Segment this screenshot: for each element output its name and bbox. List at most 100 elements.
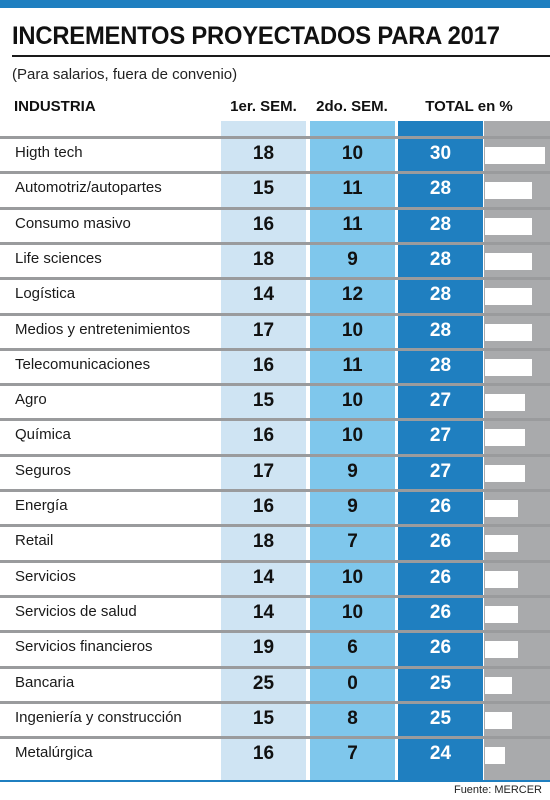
total-value: 28 (429, 284, 452, 306)
sem2-value: 10 (341, 425, 364, 447)
total-bar (485, 429, 525, 447)
row-divider (0, 206, 550, 210)
table-row: Medios y entretenimientos 17 10 28 (0, 312, 550, 348)
sem2-value: 11 (342, 178, 363, 200)
row-divider (0, 630, 550, 634)
total-value: 27 (429, 460, 452, 482)
sem2-value: 6 (347, 637, 358, 659)
sem1-value: 15 (252, 178, 275, 200)
industry-label: Life sciences (15, 249, 102, 267)
row-divider (0, 489, 550, 492)
total-value: 30 (429, 143, 452, 164)
sem2-column-band (310, 121, 395, 780)
table-row: Life sciences 18 9 28 (0, 241, 550, 277)
sem2-value: 8 (347, 707, 358, 729)
total-bar (485, 747, 505, 765)
total-value: 26 (429, 496, 452, 517)
row-divider (0, 736, 550, 740)
sem1-value: 16 (252, 496, 275, 517)
sem1-value: 14 (252, 566, 275, 588)
sem2-value: 7 (347, 531, 358, 553)
table-row: Automotriz/autopartes 15 11 28 (0, 171, 550, 206)
industry-label: Energía (15, 497, 68, 514)
sem2-value: 10 (341, 143, 364, 164)
table-row: Química 16 10 27 (0, 418, 550, 453)
row-divider (0, 277, 550, 281)
total-value: 26 (429, 566, 452, 588)
total-bar (485, 641, 519, 659)
total-bar (485, 358, 532, 376)
table-row: Energía 16 9 26 (0, 489, 550, 524)
total-value: 26 (429, 601, 452, 623)
sem2-value: 9 (347, 248, 358, 270)
sem1-value: 16 (252, 743, 275, 765)
row-divider (0, 594, 550, 598)
total-bar (485, 605, 519, 623)
sem1-value: 17 (252, 460, 275, 482)
chart-subtitle: (Para salarios, fuera de convenio) (12, 66, 238, 83)
row-divider (0, 383, 550, 387)
row-divider (0, 418, 550, 422)
total-bar (485, 252, 532, 270)
sem1-value: 15 (252, 707, 275, 729)
total-bar (485, 464, 525, 482)
row-divider (0, 524, 550, 528)
row-divider (0, 241, 550, 245)
sem1-value: 18 (252, 531, 275, 553)
sem1-column-band (221, 121, 306, 780)
sem2-value: 10 (341, 319, 364, 341)
sem2-value: 10 (341, 566, 364, 588)
total-value: 25 (429, 707, 452, 729)
top-accent-bar (0, 0, 550, 8)
table-row: Servicios 14 10 26 (0, 559, 550, 595)
industry-label: Telecomunicaciones (15, 355, 151, 373)
sem1-value: 14 (252, 284, 275, 306)
sem2-value: 7 (347, 743, 358, 765)
table-row: Servicios financieros 19 6 26 (0, 630, 550, 665)
table-row: Agro 15 10 27 (0, 383, 550, 418)
total-bar (485, 570, 519, 588)
total-value: 28 (429, 319, 452, 341)
sem1-value: 16 (252, 213, 275, 235)
total-value: 28 (429, 178, 452, 200)
total-bar (485, 394, 525, 412)
sem1-value: 16 (252, 425, 275, 447)
sem2-value: 10 (341, 390, 364, 412)
table-row: Metalúrgica 16 7 24 (0, 736, 550, 771)
industry-label: Retail (15, 532, 54, 550)
row-divider (0, 453, 550, 457)
total-bar (485, 323, 532, 341)
total-bar (485, 182, 532, 200)
sem2-value: 0 (347, 672, 358, 694)
total-bar (485, 676, 512, 694)
footer-rule (0, 780, 550, 782)
industry-label: Química (15, 426, 71, 444)
total-value: 26 (429, 637, 452, 659)
sem2-value: 11 (342, 354, 363, 376)
industry-label: Bancaria (15, 673, 75, 691)
row-divider (0, 347, 550, 351)
header-industry: INDUSTRIA (14, 98, 96, 115)
industry-label: Logística (15, 285, 76, 303)
industry-label: Automotriz/autopartes (15, 179, 162, 197)
row-divider (0, 700, 550, 704)
industry-label: Ingeniería y construcción (15, 708, 182, 726)
sem2-value: 11 (342, 213, 363, 235)
title-rule (12, 55, 550, 57)
industry-label: Servicios (15, 567, 76, 585)
header-sem1: 1er. SEM. (230, 98, 297, 115)
industry-label: Consumo masivo (15, 214, 131, 232)
sem1-value: 14 (252, 601, 275, 623)
chart-title: INCREMENTOS PROYECTADOS PARA 2017 (12, 22, 500, 50)
sem1-value: 25 (252, 672, 275, 694)
total-value: 25 (429, 672, 452, 694)
total-value: 27 (429, 390, 452, 412)
table-row: Telecomunicaciones 16 11 28 (0, 347, 550, 383)
sem1-value: 18 (252, 143, 275, 164)
row-divider (0, 312, 550, 316)
row-divider (0, 559, 550, 563)
total-value: 27 (429, 425, 452, 447)
sem2-value: 9 (347, 496, 358, 517)
total-column-band (398, 121, 483, 780)
industry-label: Servicios de salud (15, 602, 137, 620)
